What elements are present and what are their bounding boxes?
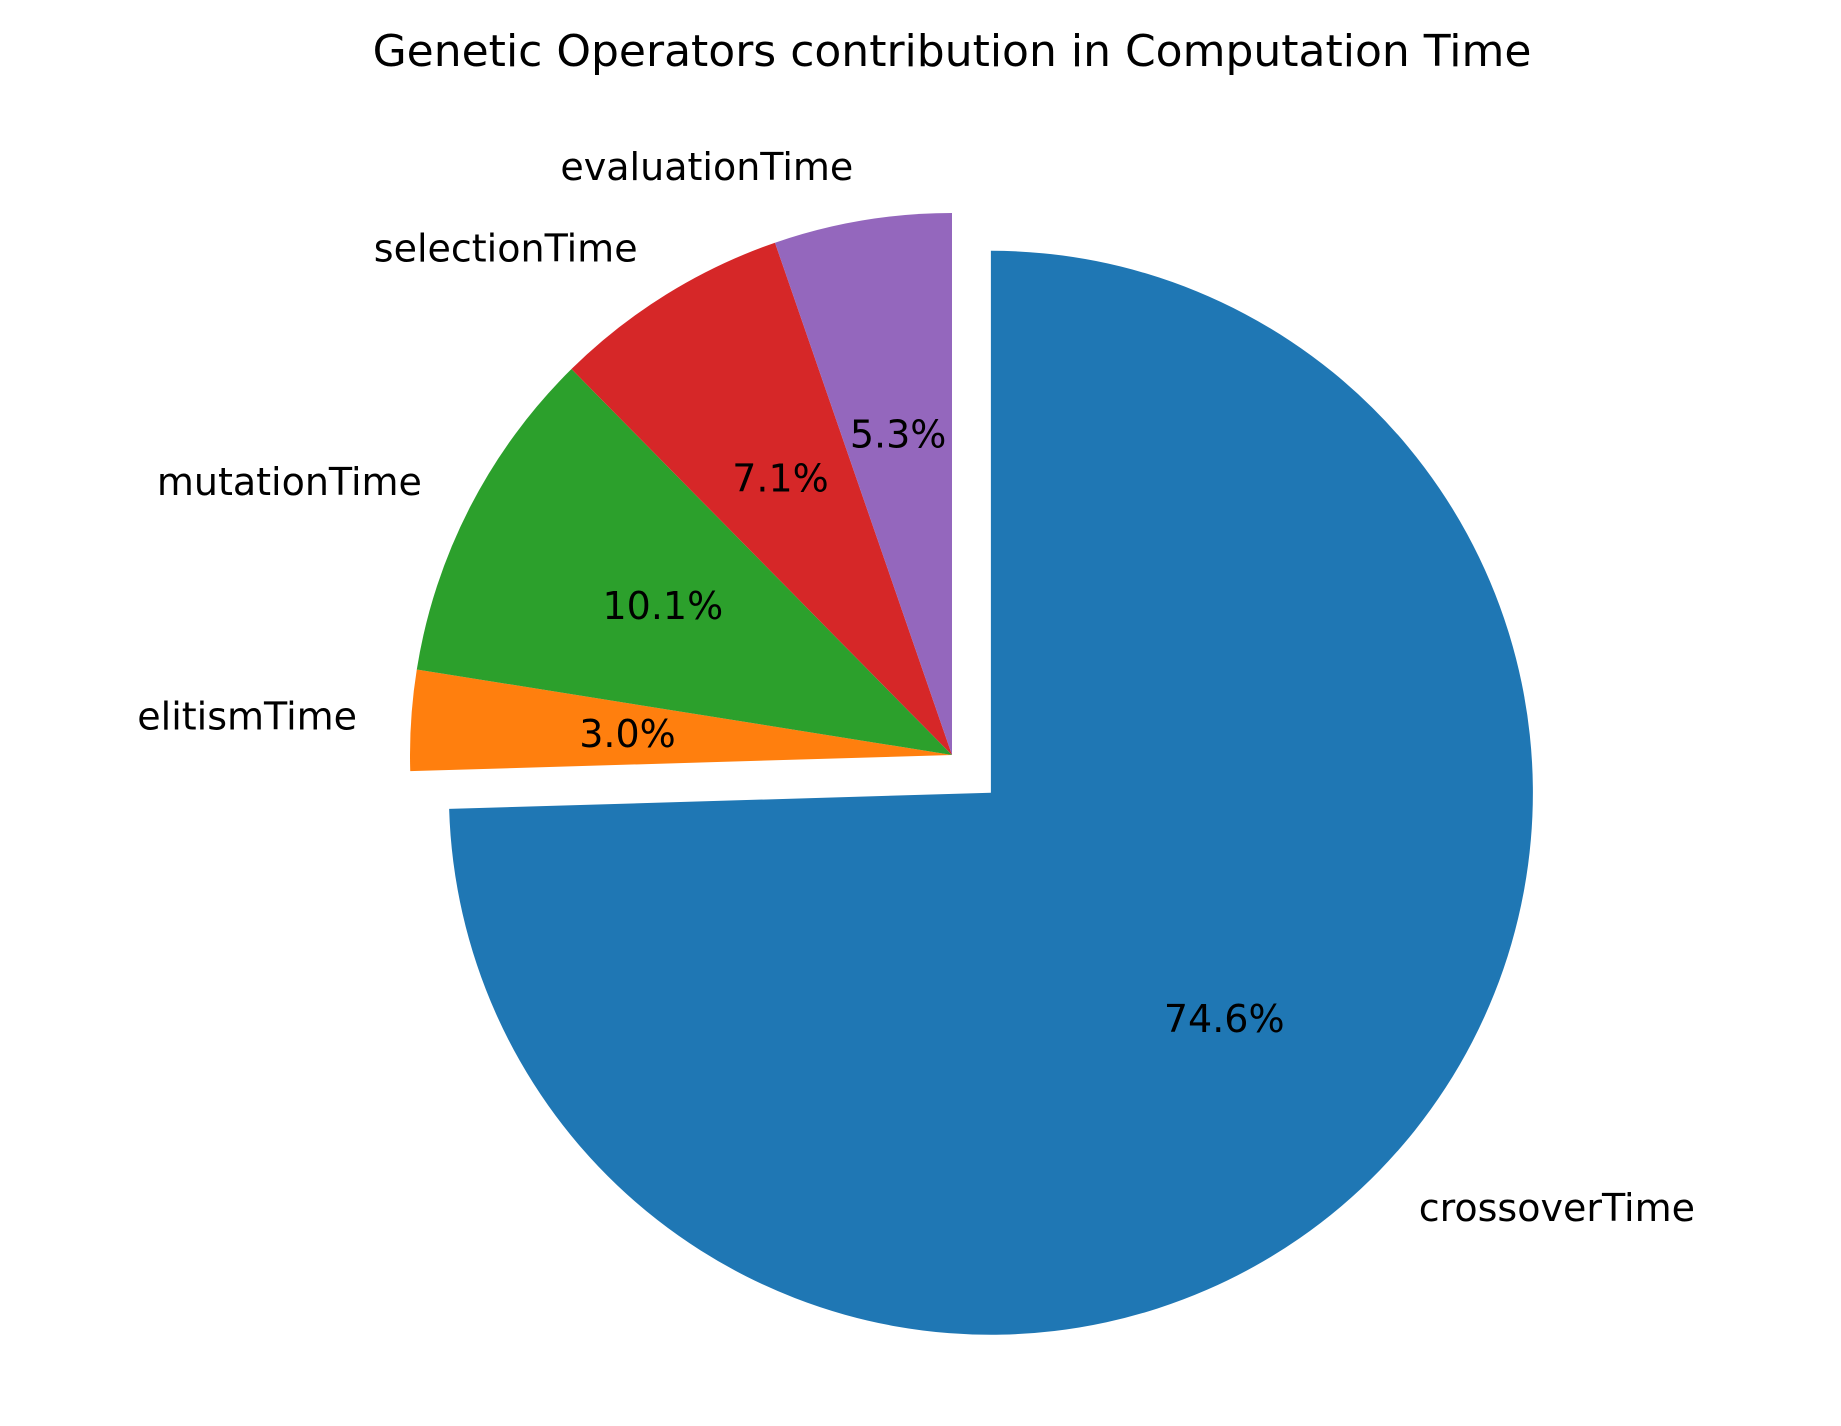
slice-mutationTime xyxy=(416,369,952,755)
pie-labels: 74.6% crossoverTime 3.0% elitismTime 10.1% mu… xyxy=(137,145,1695,1230)
slice-selectionTime xyxy=(571,242,952,755)
slice-label-evaluationTime: evaluationTime xyxy=(560,145,853,189)
pct-label-mutationTime: 10.1% xyxy=(603,584,724,628)
slice-label-mutationTime: mutationTime xyxy=(157,460,422,504)
pie-slices xyxy=(410,213,1533,1335)
slice-label-selectionTime: selectionTime xyxy=(374,226,638,270)
pct-label-elitismTime: 3.0% xyxy=(579,712,676,756)
slice-label-crossoverTime: crossoverTime xyxy=(1419,1186,1695,1230)
slice-elitismTime xyxy=(410,669,952,772)
chart-title: Genetic Operators contribution in Comput… xyxy=(373,26,1532,77)
pct-label-selectionTime: 7.1% xyxy=(732,457,829,501)
pct-label-evaluationTime: 5.3% xyxy=(850,412,947,456)
slice-evaluationTime xyxy=(774,213,952,755)
slice-label-elitismTime: elitismTime xyxy=(137,695,357,739)
pct-label-crossoverTime: 74.6% xyxy=(1164,997,1285,1041)
slice-crossoverTime xyxy=(449,250,1533,1335)
